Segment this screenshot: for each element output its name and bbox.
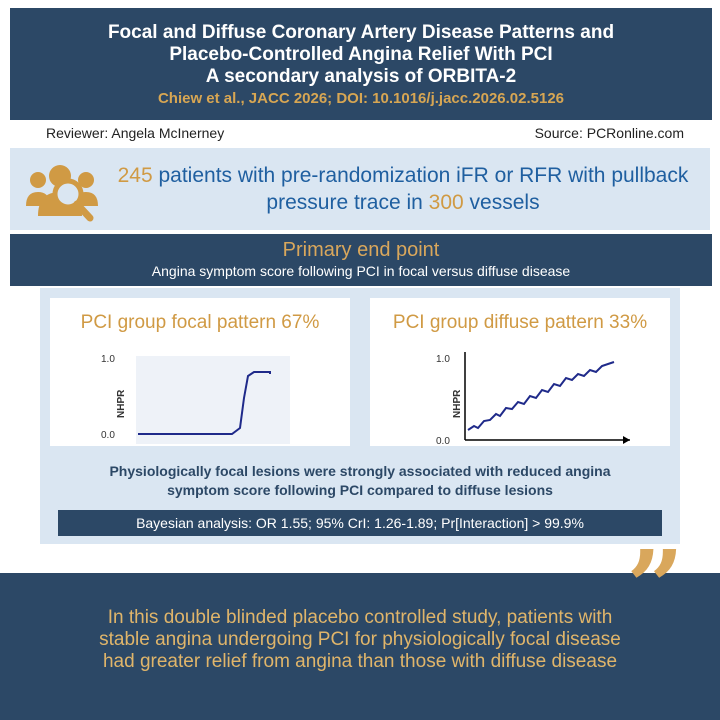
diffuse-trace-line bbox=[467, 361, 615, 431]
conclusion-line-1: Physiologically focal lesions were stron… bbox=[109, 463, 611, 479]
focal-y-axis-label: NHPR bbox=[116, 389, 127, 418]
diffuse-y-axis-label: NHPR bbox=[452, 389, 463, 418]
focal-y-bottom-label: 0.0 bbox=[101, 430, 115, 441]
diffuse-pressure-trace: 1.0 0.0 NHPR bbox=[436, 352, 630, 446]
conclusion-text: Physiologically focal lesions were stron… bbox=[40, 462, 680, 500]
vessels-count: 300 bbox=[428, 191, 464, 214]
bayesian-analysis: Bayesian analysis: OR 1.55; 95% CrI: 1.2… bbox=[58, 510, 662, 536]
diffuse-y-bottom-label: 0.0 bbox=[436, 436, 450, 446]
population-text: 245 patients with pre-randomization iFR … bbox=[102, 162, 704, 216]
diffuse-x-axis-arrow bbox=[623, 436, 630, 444]
takeaway-footer: ” In this double blinded placebo control… bbox=[0, 537, 720, 720]
results-panel: PCI group focal pattern 67% 1.0 0.0 NHPR… bbox=[40, 288, 680, 544]
primary-endpoint-banner: Primary end point Angina symptom score f… bbox=[10, 234, 712, 286]
takeaway-line-2: stable angina undergoing PCI for physiol… bbox=[99, 629, 621, 650]
patients-count: 245 bbox=[117, 164, 153, 187]
diffuse-pattern-card: PCI group diffuse pattern 33% 1.0 0.0 NH… bbox=[370, 298, 670, 446]
conclusion-line-2: symptom score following PCI compared to … bbox=[167, 482, 553, 498]
takeaway-text: In this double blinded placebo controlle… bbox=[30, 607, 690, 673]
primary-endpoint-heading: Primary end point bbox=[282, 239, 440, 261]
diffuse-pattern-title: PCI group diffuse pattern 33% bbox=[392, 312, 648, 333]
title-line-1: Focal and Diffuse Coronary Artery Diseas… bbox=[107, 22, 615, 43]
population-text-3: vessels bbox=[463, 191, 540, 214]
focal-y-top-label: 1.0 bbox=[101, 354, 115, 365]
primary-endpoint-subheading: Angina symptom score following PCI in fo… bbox=[151, 263, 571, 279]
focal-trace-line bbox=[138, 371, 271, 435]
population-panel: 245 patients with pre-randomization iFR … bbox=[10, 148, 710, 230]
population-text-2: pressure trace in bbox=[266, 191, 429, 214]
focal-pattern-title: PCI group focal pattern 67% bbox=[80, 312, 320, 333]
focal-plot-background bbox=[136, 356, 290, 444]
title-banner: Focal and Diffuse Coronary Artery Diseas… bbox=[10, 8, 712, 120]
source: Source: PCRonline.com bbox=[534, 125, 684, 141]
focal-pattern-card: PCI group focal pattern 67% 1.0 0.0 NHPR bbox=[50, 298, 350, 446]
title-line-2: Placebo-Controlled Angina Relief With PC… bbox=[169, 44, 553, 65]
quote-icon: ” bbox=[626, 528, 684, 646]
citation: Chiew et al., JACC 2026; DOI: 10.1016/j.… bbox=[157, 90, 565, 107]
diffuse-y-top-label: 1.0 bbox=[436, 354, 450, 365]
reviewer: Reviewer: Angela McInerney bbox=[46, 125, 225, 141]
population-text-1: patients with pre-randomization iFR or R… bbox=[152, 164, 689, 187]
takeaway-line-1: In this double blinded placebo controlle… bbox=[107, 607, 613, 628]
takeaway-line-3: had greater relief from angina than thos… bbox=[102, 651, 618, 672]
focal-pressure-trace: 1.0 0.0 NHPR bbox=[101, 354, 290, 444]
patients-search-icon bbox=[26, 165, 98, 222]
title-line-3: A secondary analysis of ORBITA-2 bbox=[205, 66, 517, 87]
